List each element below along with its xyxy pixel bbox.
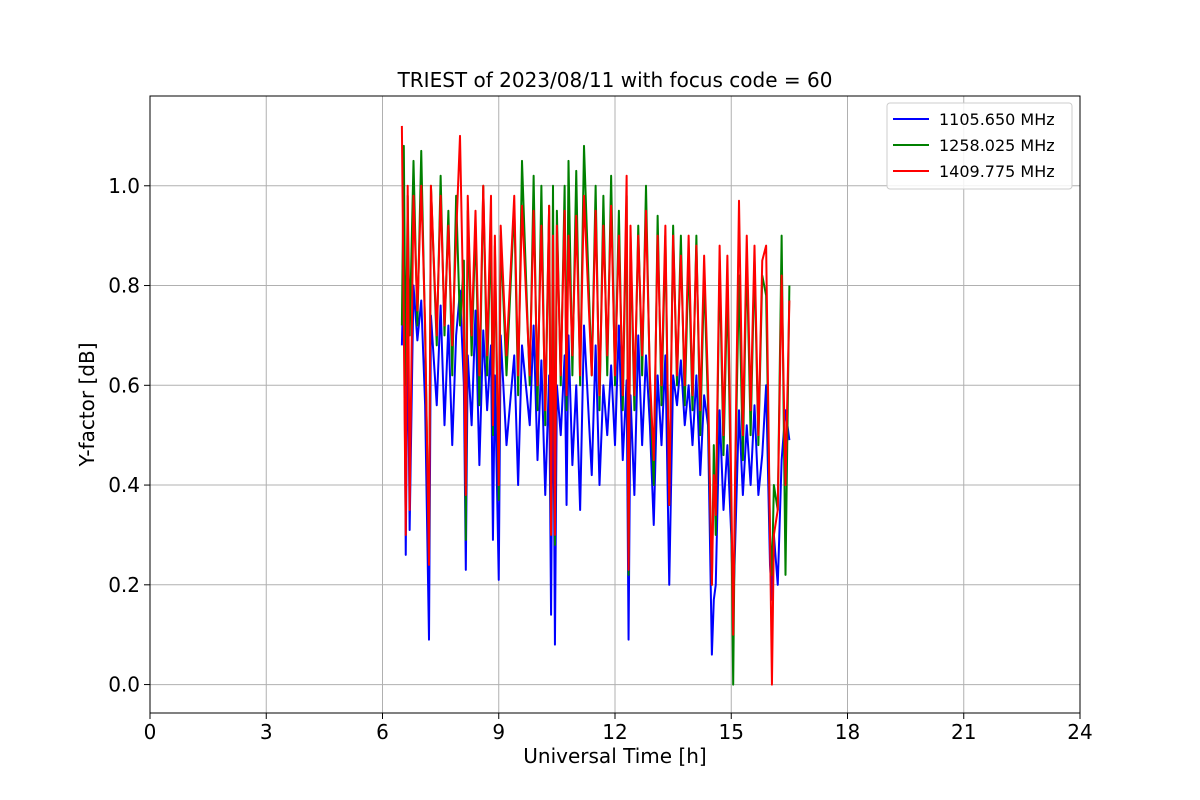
- x-tick-label: 24: [1067, 720, 1092, 744]
- y-tick-label: 0.2: [108, 573, 140, 597]
- y-tick-label: 0.0: [108, 673, 140, 697]
- legend-label-2: 1409.775 MHz: [939, 162, 1055, 181]
- x-axis-label: Universal Time [h]: [523, 744, 706, 768]
- x-tick-label: 15: [719, 720, 744, 744]
- y-tick-label: 0.6: [108, 373, 140, 397]
- y-tick-label: 1.0: [108, 174, 140, 198]
- series-line-2: [400, 125, 791, 686]
- x-tick-label: 18: [835, 720, 860, 744]
- x-tick-label: 12: [602, 720, 627, 744]
- y-tick-label: 0.4: [108, 473, 140, 497]
- x-tick-label: 21: [951, 720, 976, 744]
- y-axis-label: Y-factor [dB]: [75, 342, 99, 467]
- legend-label-0: 1105.650 MHz: [939, 110, 1055, 129]
- legend-box: [886, 102, 1073, 190]
- x-tick-label: 3: [260, 720, 273, 744]
- y-tick-label: 0.8: [108, 274, 140, 298]
- x-tick-label: 9: [492, 720, 505, 744]
- legend-label-1: 1258.025 MHz: [939, 136, 1055, 155]
- x-tick-label: 0: [144, 720, 157, 744]
- x-tick-label: 6: [376, 720, 389, 744]
- plot-area: 0 3 6 9 12 15 18 21 24 0.0 0.2 0.4 0.6 0.8 1.0 TRIEST o…: [75, 68, 1093, 768]
- chart-title: TRIEST of 2023/08/11 with focus code = 6…: [397, 68, 833, 92]
